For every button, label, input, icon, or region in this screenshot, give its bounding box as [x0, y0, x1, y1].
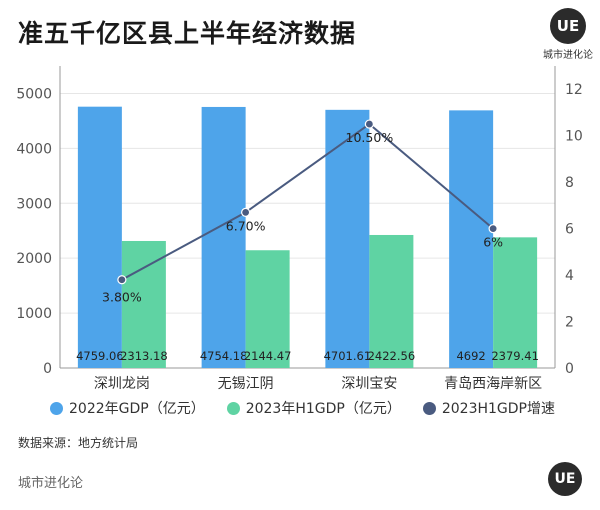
chart-legend: 2022年GDP（亿元） 2023年H1GDP（亿元） 2023H1GDP增速 — [50, 398, 590, 418]
legend-label-gdp-2022: 2022年GDP（亿元） — [69, 401, 205, 417]
y-left-tick-label: 5000 — [16, 86, 52, 102]
growth-data-label: 3.80% — [102, 290, 142, 305]
legend-swatch-gdp-2023h1 — [226, 401, 240, 415]
legend-label-gdp-2023h1: 2023年H1GDP（亿元） — [245, 401, 401, 417]
bar-value-label: 4759.06 — [76, 349, 124, 363]
y-right-tick-label: 8 — [565, 175, 574, 191]
footer-ue-logo-icon: UE — [548, 462, 582, 496]
x-tick-label: 青岛西海岸新区 — [444, 376, 542, 392]
bar — [449, 110, 494, 368]
y-right-tick-label: 0 — [565, 361, 574, 377]
y-left-tick-label: 0 — [43, 361, 52, 377]
legend-item-gdp-2023h1: 2023年H1GDP（亿元） — [226, 398, 401, 418]
bar-value-label: 2144.47 — [244, 349, 292, 363]
y-right-tick-label: 6 — [565, 222, 574, 238]
y-right-tick-label: 12 — [565, 82, 583, 98]
bar — [121, 240, 166, 368]
bar-value-label: 4701.61 — [324, 349, 372, 363]
bar — [493, 237, 538, 368]
bar-value-label: 4754.18 — [200, 349, 248, 363]
bar — [201, 106, 246, 368]
growth-point — [488, 224, 498, 234]
ue-logo-icon: UE — [550, 8, 586, 44]
growth-point — [364, 119, 374, 129]
bar-value-label: 2379.41 — [491, 349, 539, 363]
bar-value-label: 2422.56 — [368, 349, 416, 363]
growth-data-label: 6.70% — [226, 218, 266, 233]
growth-data-label: 6% — [483, 235, 503, 250]
chart-title: 准五千亿区县上半年经济数据 — [18, 19, 357, 48]
brand-logo: UE 城市进化论 — [540, 8, 596, 61]
legend-swatch-growth — [422, 401, 436, 415]
bar — [245, 250, 290, 368]
combo-chart: 0 1000 2000 3000 4000 5000 0 2 4 6 8 10 12 4759.06 475… — [16, 66, 583, 392]
y-left-tick-label: 4000 — [16, 141, 52, 157]
x-tick-label: 无锡江阴 — [218, 376, 274, 392]
growth-data-label: 10.50% — [346, 130, 394, 145]
x-tick-label: 深圳宝安 — [341, 376, 397, 392]
bar-value-label: 2313.18 — [120, 349, 168, 363]
growth-point — [241, 207, 251, 217]
y-right-tick-label: 10 — [565, 129, 583, 145]
legend-label-growth: 2023H1GDP增速 — [441, 401, 555, 417]
legend-item-growth: 2023H1GDP增速 — [422, 398, 555, 418]
logo-caption: 城市进化论 — [543, 50, 593, 61]
y-right-tick-label: 2 — [565, 315, 574, 331]
legend-item-gdp-2022: 2022年GDP（亿元） — [50, 398, 205, 418]
x-tick-label: 深圳龙岗 — [94, 376, 150, 392]
bar — [325, 109, 370, 368]
legend-swatch-gdp-2022 — [50, 401, 63, 415]
growth-point — [117, 275, 127, 285]
y-left-tick-label: 3000 — [16, 196, 52, 212]
bar — [77, 106, 122, 369]
bar — [369, 234, 414, 368]
footer-brand: 城市进化论 — [18, 476, 84, 491]
data-source-note: 数据来源：地方统计局 — [18, 436, 139, 450]
growth-line — [121, 122, 494, 281]
bar-value-label: 4692 — [456, 349, 485, 363]
y-right-tick-label: 4 — [565, 268, 574, 284]
y-left-tick-label: 2000 — [16, 251, 52, 267]
y-left-tick-label: 1000 — [16, 306, 52, 322]
